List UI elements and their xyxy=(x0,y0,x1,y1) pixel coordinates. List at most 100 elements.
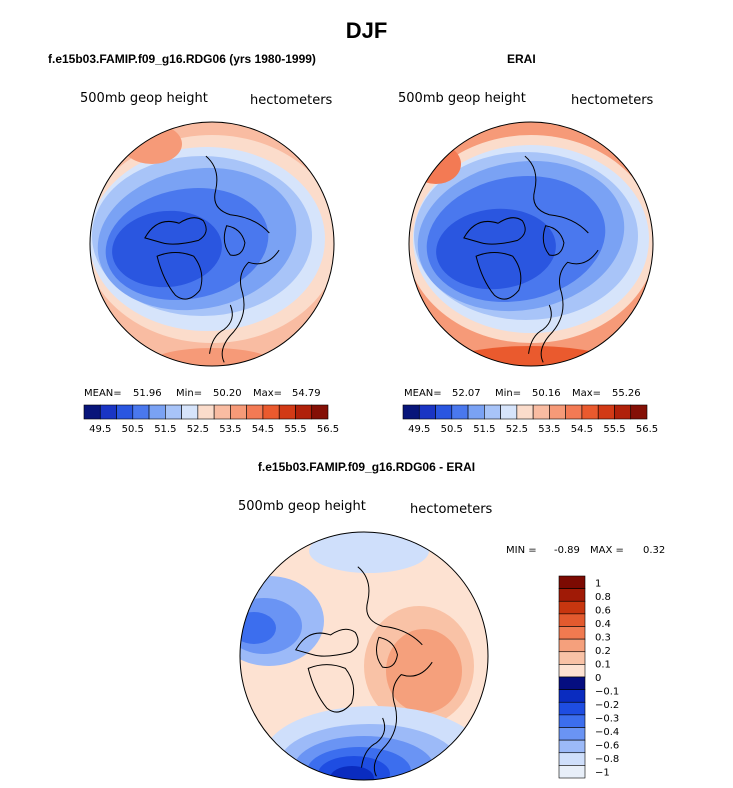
panel1-units-label: hectometers xyxy=(250,93,333,108)
panel2-coast-0 xyxy=(463,217,526,245)
panel3-field xyxy=(240,532,488,780)
panel2-coast-4 xyxy=(528,304,552,354)
panel2-band-8 xyxy=(451,346,611,366)
panel1-colorbar-tick-3: 52.5 xyxy=(187,424,209,435)
panel3-colorbar-tick-11: −0.4 xyxy=(595,727,619,738)
panel3-colorbar: 1 0.8 0.6 0.4 0.3 0.2 0.1 0 −0.1 −0.2 −0.3 −0.4 −0.6… xyxy=(558,575,619,779)
panel2-min-label: Min= xyxy=(495,388,522,399)
panel1-colorbar-cell-0 xyxy=(83,404,101,420)
panel3-band-4 xyxy=(309,532,429,573)
panel2-title: ERAI xyxy=(507,52,536,66)
panel3-coast-3 xyxy=(373,661,433,777)
panel3-coast-0 xyxy=(295,628,359,657)
panel3-colorbar-tick-10: −0.3 xyxy=(595,713,619,724)
panel1-min-label: Min= xyxy=(176,388,203,399)
panel1-coast-4 xyxy=(209,304,233,354)
panel3-colorbar-cell-9 xyxy=(558,689,586,703)
panel1-colorbar-cell-1 xyxy=(99,404,117,420)
panel2-colorbar-cell-2 xyxy=(435,404,453,420)
panel2-coast-5 xyxy=(542,225,565,256)
panel2-coastlines xyxy=(463,155,599,363)
panel1-colorbar-cell-7 xyxy=(197,404,215,420)
panel2-map-border xyxy=(408,121,654,367)
panel2-colorbar-tick-0: 49.5 xyxy=(408,424,430,435)
panel3-colorbar-cell-1 xyxy=(558,588,586,602)
panel2-coast-3 xyxy=(540,249,599,363)
panel2-mean-value: 52.07 xyxy=(452,388,481,399)
panel2-colorbar-cell-14 xyxy=(630,404,648,420)
panel3-colorbar-cell-12 xyxy=(558,727,586,741)
panel3-band-3 xyxy=(240,612,276,644)
panel1-colorbar-cell-11 xyxy=(262,404,280,420)
panel3-coastlines xyxy=(295,566,433,777)
panel2-colorbar-cell-6 xyxy=(500,404,518,420)
panel3-colorbar-cell-4 xyxy=(558,626,586,640)
panel1-coast-5 xyxy=(223,225,246,256)
panel3-colorbar-tick-12: −0.6 xyxy=(595,740,619,751)
panel3-title: f.e15b03.FAMIP.f09_g16.RDG06 - ERAI xyxy=(257,460,476,474)
panel2-band-6 xyxy=(436,208,556,290)
panel3-units-label: hectometers xyxy=(410,502,493,517)
panel2-colorbar-tick-3: 52.5 xyxy=(506,424,528,435)
panel1-colorbar-cell-14 xyxy=(311,404,329,420)
panel2-colorbar-cell-5 xyxy=(484,404,501,420)
panel1-title: f.e15b03.FAMIP.f09_g16.RDG06 (yrs 1980-1… xyxy=(48,52,316,66)
panel2-colorbar-cell-13 xyxy=(614,404,632,420)
panel1-coast-0 xyxy=(144,217,207,245)
panel2-colorbar-cell-0 xyxy=(402,404,420,420)
panel3-colorbar-tick-6: 0.1 xyxy=(595,660,611,671)
panel3-colorbar-tick-5: 0.2 xyxy=(595,646,611,657)
panel1-min-value: 50.20 xyxy=(213,388,242,399)
panel1-colorbar-cell-9 xyxy=(230,404,247,420)
panel1-colorbar-cell-3 xyxy=(132,404,150,420)
panel1-coast-1 xyxy=(156,252,203,300)
panel2-coast-2 xyxy=(524,155,589,234)
panel2-colorbar-tick-2: 51.5 xyxy=(473,424,495,435)
panel2-units-label: hectometers xyxy=(571,93,654,108)
panel2-min-value: 50.16 xyxy=(532,388,561,399)
panel2-max-value: 55.26 xyxy=(612,388,641,399)
panel1-colorbar-cell-12 xyxy=(278,404,296,420)
panel3-colorbar-cell-14 xyxy=(558,752,586,766)
panel3-colorbar-tick-13: −0.8 xyxy=(595,754,619,765)
panel3-colorbar-cell-5 xyxy=(558,638,586,653)
panel1-colorbar-cell-8 xyxy=(213,404,231,420)
panel1-mean-value: 51.96 xyxy=(133,388,162,399)
panel3-variable-label: 500mb geop height xyxy=(238,499,366,514)
panel2-colorbar-cell-8 xyxy=(532,404,550,420)
panel3-band-12 xyxy=(330,766,374,780)
panel3-colorbar-tick-4: 0.3 xyxy=(595,633,611,644)
page-title: DJF xyxy=(345,18,388,43)
panel1-colorbar-cell-2 xyxy=(116,404,134,420)
panel2-colorbar-cell-9 xyxy=(549,404,566,420)
panel3-coast-5 xyxy=(375,636,398,669)
panel2-colorbar-tick-6: 55.5 xyxy=(603,424,625,435)
panel3-min-label: MIN = xyxy=(506,545,537,556)
panel3-colorbar-tick-1: 0.8 xyxy=(595,592,611,603)
panel3-coast-1 xyxy=(307,664,355,713)
panel2-colorbar-tick-5: 54.5 xyxy=(571,424,593,435)
panel3-map-border xyxy=(239,531,489,781)
panel3-colorbar-tick-0: 1 xyxy=(595,579,601,590)
panel2-max-label: Max= xyxy=(572,388,602,399)
panel3-max-label: MAX = xyxy=(590,545,624,556)
panel2-colorbar-cell-1 xyxy=(418,404,436,420)
panel3-max-value: 0.32 xyxy=(643,545,666,556)
panel2-variable-label: 500mb geop height xyxy=(398,91,526,106)
panel3-colorbar-cell-0 xyxy=(558,575,586,589)
panel1-colorbar: 49.5 50.5 51.5 52.5 53.5 54.5 55.5 56.5 xyxy=(83,404,339,435)
panel3-colorbar-cell-11 xyxy=(558,714,586,728)
panel3-colorbar-cell-8 xyxy=(558,676,586,690)
panel2-colorbar-cell-7 xyxy=(516,404,534,420)
panel3-colorbar-tick-14: −1 xyxy=(595,767,610,778)
panel2-colorbar-cell-3 xyxy=(451,404,469,420)
panel1-colorbar-tick-7: 56.5 xyxy=(317,424,339,435)
panel1-colorbar-cell-10 xyxy=(246,404,264,420)
panel2-colorbar-cell-4 xyxy=(467,404,485,420)
panel1-band-6 xyxy=(112,210,222,288)
panel3-colorbar-cell-6 xyxy=(558,651,586,665)
panel2-field xyxy=(409,122,653,366)
panel3-colorbar-cell-13 xyxy=(558,739,586,754)
